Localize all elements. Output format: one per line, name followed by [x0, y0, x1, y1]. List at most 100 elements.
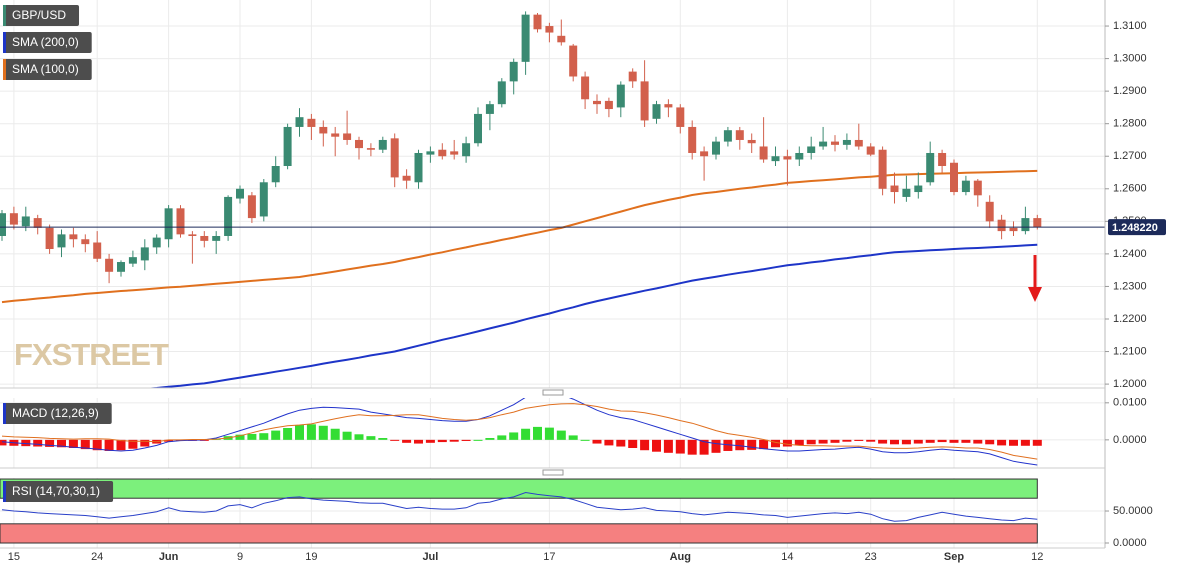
panel-splitter[interactable]	[542, 469, 564, 476]
sma-line	[1, 169, 1038, 304]
y-tick-label: 1.2000	[1113, 378, 1147, 390]
macd-histogram-bar	[402, 439, 412, 443]
macd-histogram-bar	[366, 436, 376, 440]
macd-histogram-bar	[675, 439, 685, 454]
candle-body	[128, 257, 137, 264]
candle-body	[224, 196, 233, 236]
macd-histogram-bar	[937, 439, 947, 443]
macd-histogram-bar	[628, 439, 638, 448]
macd-histogram-bar	[652, 439, 661, 452]
candle-body	[236, 188, 244, 199]
candle-body	[759, 146, 768, 160]
macd-histogram-bar	[890, 439, 899, 445]
macd-histogram-bar	[509, 432, 519, 440]
candle-body	[81, 239, 90, 245]
macd-histogram-bar	[723, 439, 733, 451]
candle-body	[438, 149, 447, 157]
macd-histogram-bar	[854, 439, 864, 441]
x-tick-label: 17	[543, 551, 555, 563]
candle-body	[628, 71, 637, 82]
candle-body	[509, 61, 518, 82]
y-tick-label: 1.2900	[1113, 85, 1147, 97]
candle-body	[795, 152, 804, 160]
candle-body	[866, 146, 875, 155]
legend-swatch	[3, 5, 6, 26]
candle-body	[462, 143, 471, 157]
y-tick-label: 1.2200	[1113, 313, 1147, 325]
candle-body	[485, 104, 494, 114]
macd-histogram-bar	[21, 439, 31, 447]
x-tick-label: 19	[305, 551, 317, 563]
legend-box[interactable]	[3, 59, 92, 80]
x-tick-label: 12	[1031, 551, 1043, 563]
y-tick-label: 1.2300	[1113, 280, 1147, 292]
legend-box[interactable]	[3, 32, 92, 53]
macd-histogram-bar	[782, 439, 792, 447]
macd-histogram-bar	[247, 433, 257, 440]
legend-box[interactable]	[3, 5, 80, 26]
macd-histogram-bar	[45, 439, 55, 447]
panel-title-box[interactable]	[3, 403, 112, 424]
candle-body	[176, 208, 185, 235]
macd-histogram-bar	[901, 439, 911, 445]
axes: 1.20001.21001.22001.23001.24001.25001.26…	[0, 0, 1153, 563]
macd-histogram-bar	[592, 439, 602, 444]
candle-body	[723, 130, 732, 142]
candle-body	[307, 118, 316, 127]
macd-histogram-bar	[68, 439, 78, 448]
y-tick-label: 0.0000	[1113, 537, 1147, 549]
down-arrow	[1028, 255, 1042, 302]
panel-splitter[interactable]	[542, 389, 564, 396]
candle-body	[426, 151, 435, 155]
candle-body	[985, 201, 994, 222]
y-tick-label: 1.3100	[1113, 20, 1147, 32]
macd-line	[1, 398, 1038, 466]
legend-text: SMA (100,0)	[12, 62, 79, 76]
macd-histogram-bar	[818, 439, 828, 444]
candle-body	[878, 149, 887, 189]
candle-body	[735, 130, 744, 140]
macd-histogram-bar	[318, 425, 328, 440]
y-tick-label: 1.3000	[1113, 52, 1147, 64]
macd-histogram-bar	[556, 430, 566, 440]
candle-body	[926, 152, 935, 183]
candle-body	[997, 219, 1006, 232]
macd-histogram-bar	[235, 434, 245, 440]
x-tick-label: Aug	[670, 551, 691, 563]
candle-body	[652, 104, 661, 119]
panel-title-box[interactable]	[3, 481, 114, 502]
candle-body	[343, 133, 352, 140]
candle-body	[21, 216, 30, 227]
candle-body	[450, 151, 459, 155]
candle-body	[640, 81, 649, 121]
candle-body	[69, 234, 78, 240]
candle-body	[854, 139, 863, 147]
rsi-line	[1, 491, 1038, 522]
macd-histogram-bar	[330, 428, 340, 440]
macd-histogram-bar	[271, 430, 281, 440]
candle-body	[105, 258, 114, 272]
macd-histogram-bar	[544, 427, 554, 440]
candle-body	[1033, 218, 1042, 228]
candle-body	[355, 139, 363, 149]
macd-histogram-bar	[568, 435, 578, 440]
y-tick-label: 1.2700	[1113, 150, 1147, 162]
candle-body	[164, 208, 173, 240]
candle-body	[247, 195, 256, 219]
rsi-plot	[0, 478, 1038, 544]
candle-body	[390, 138, 399, 178]
candle-body	[688, 126, 697, 153]
candle-body	[712, 141, 720, 155]
candle-body	[402, 175, 411, 181]
macd-histogram-bar	[973, 439, 983, 444]
macd-histogram-bar	[1020, 439, 1030, 446]
macd-histogram-bar	[640, 439, 650, 451]
macd-histogram-bar	[806, 439, 816, 445]
candle-body	[0, 213, 6, 236]
x-tick-label: 14	[781, 551, 793, 563]
macd-histogram-bar	[92, 439, 102, 451]
last-price-tag	[1108, 219, 1166, 236]
last-price-label: 1.248220	[1112, 222, 1158, 234]
legend-text: SMA (200,0)	[12, 35, 79, 49]
